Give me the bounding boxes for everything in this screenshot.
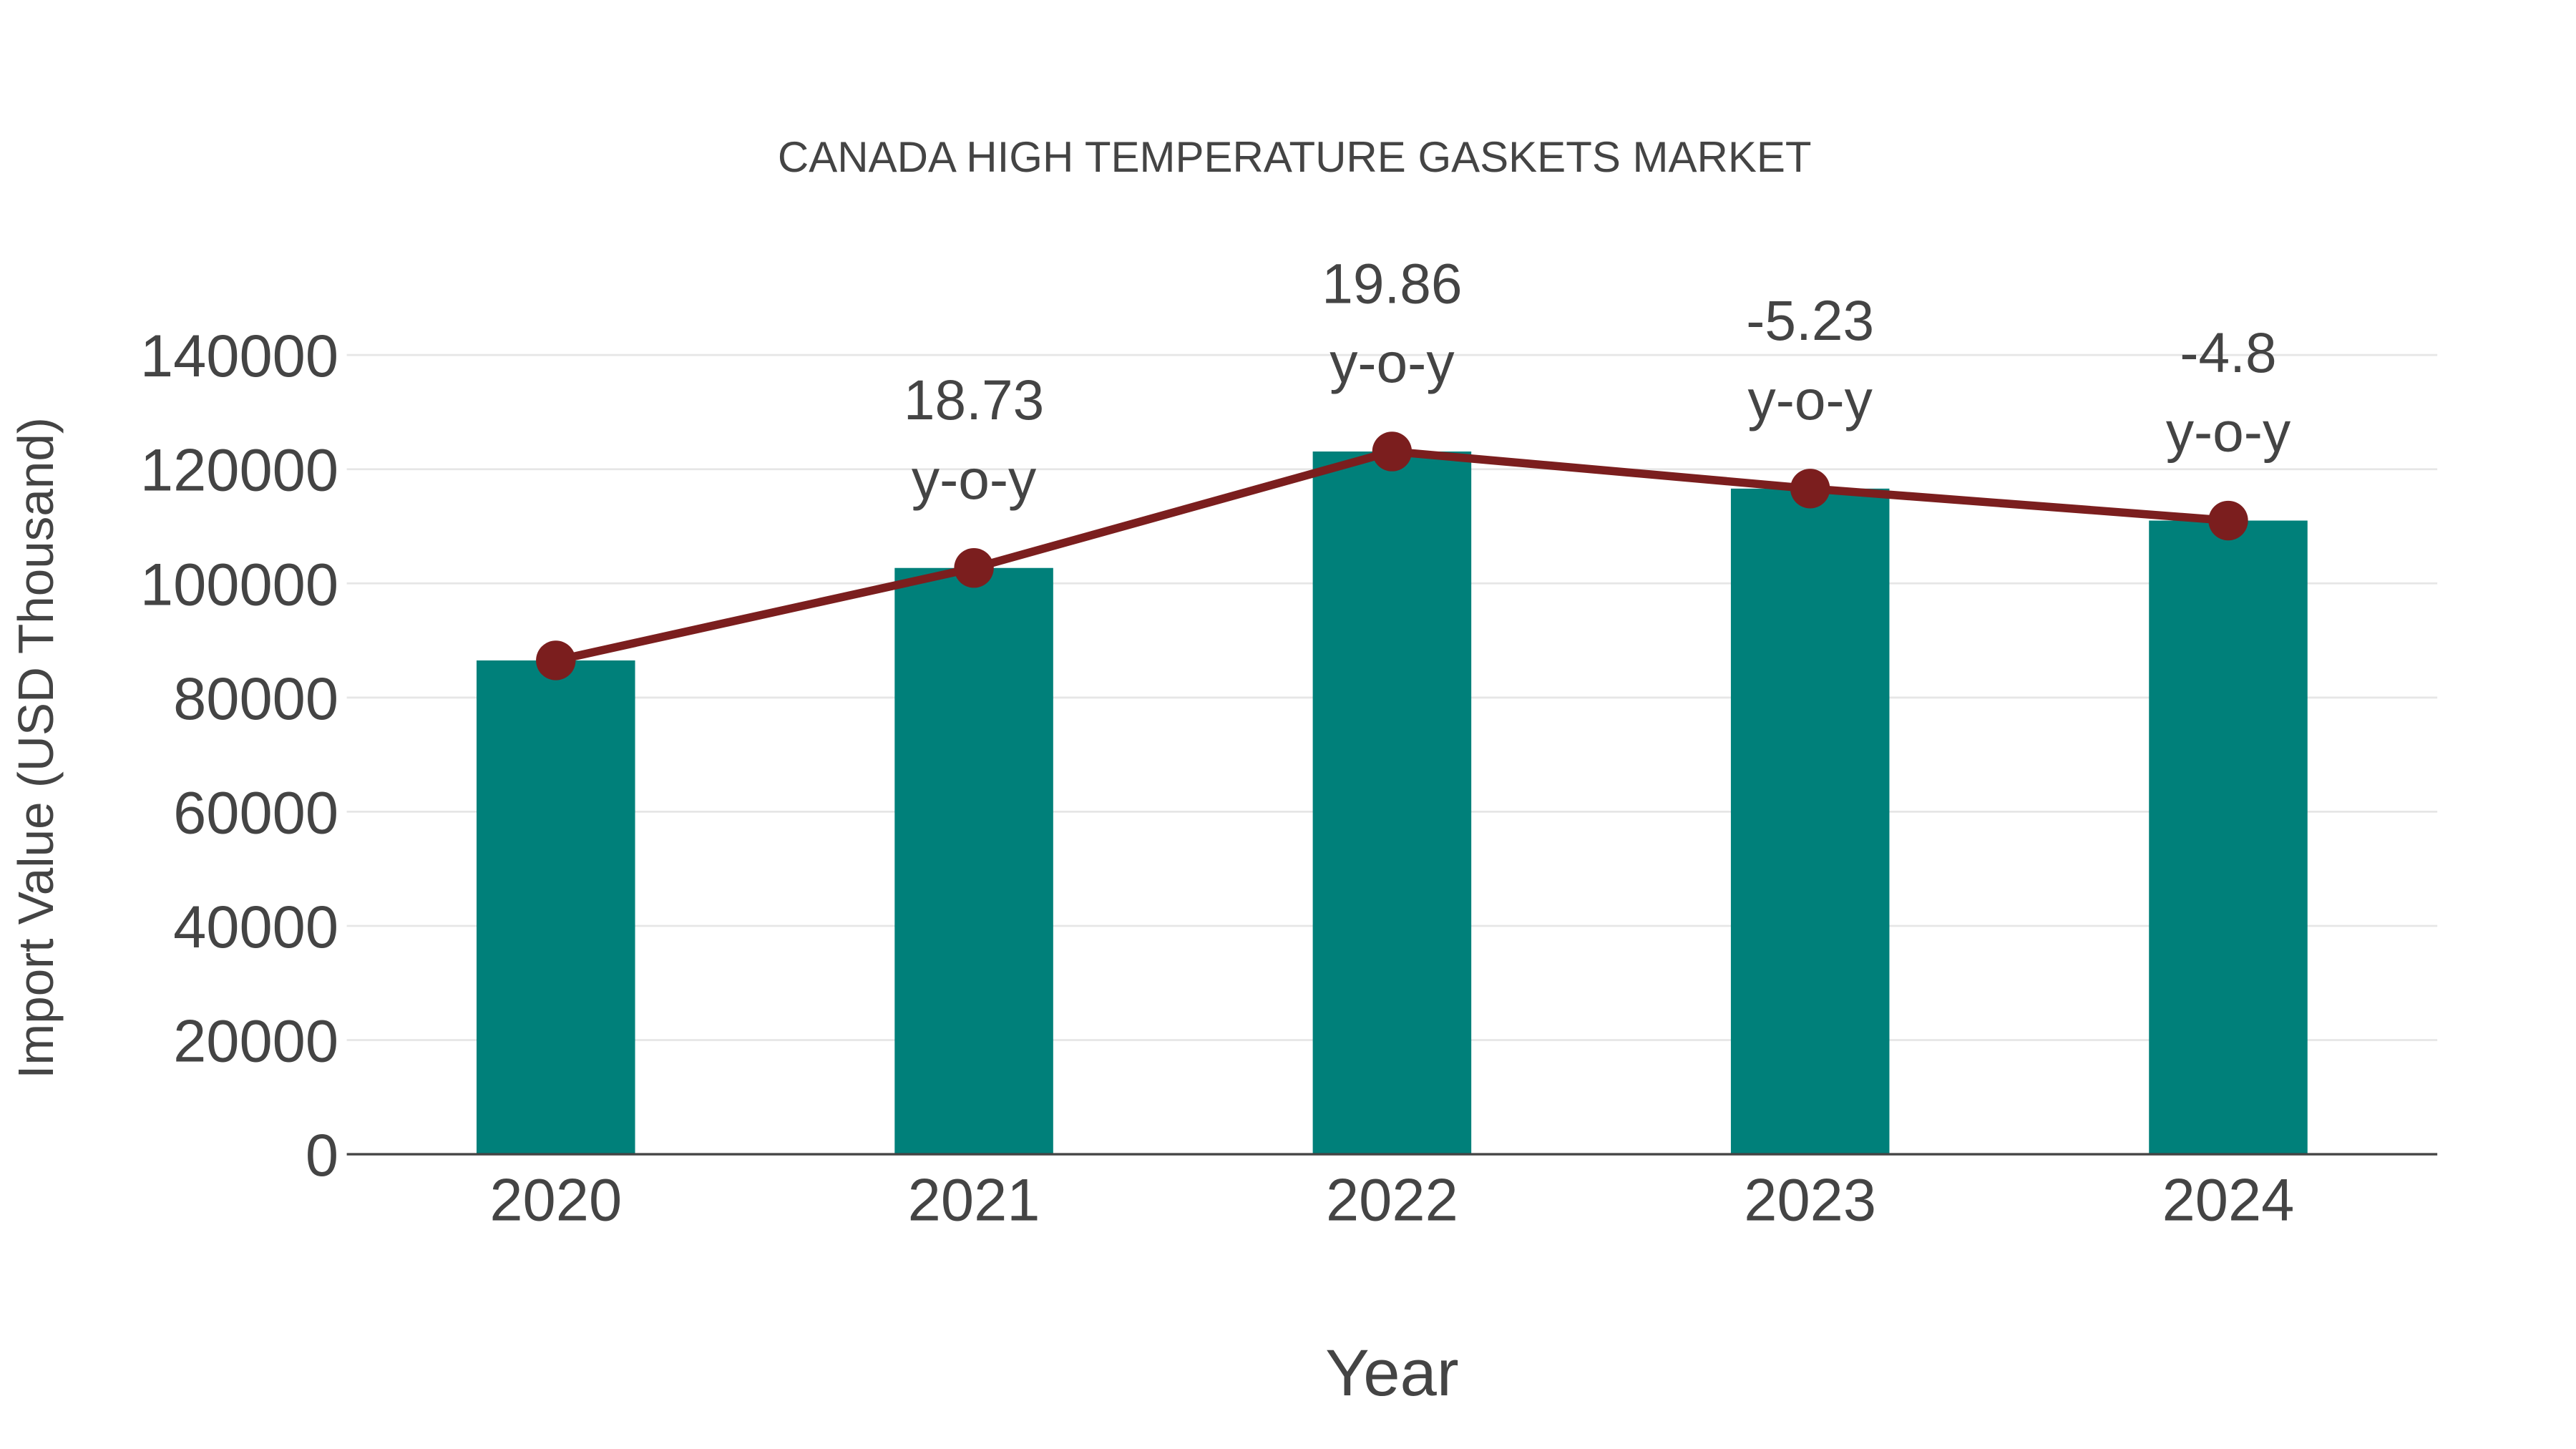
y-tick-label: 40000 (173, 894, 338, 960)
annotation-suffix: y-o-y (2166, 401, 2291, 464)
x-tick-label: 2024 (2162, 1166, 2295, 1233)
bar-2021 (894, 567, 1053, 1155)
annotation-value: -5.23 (1746, 289, 1874, 352)
y-tick-label: 140000 (140, 323, 338, 389)
trend-point-2024 (2208, 500, 2248, 541)
x-tick-label: 2021 (908, 1166, 1040, 1233)
annotation-suffix: y-o-y (1330, 331, 1455, 394)
annotation-value: 19.86 (1322, 252, 1462, 315)
bar-2024 (2149, 520, 2308, 1155)
y-tick-label: 60000 (173, 779, 338, 846)
y-tick-label: 120000 (140, 437, 338, 504)
y-axis-label: Import Value (USD Thousand) (8, 417, 64, 1079)
trend-point-2021 (954, 548, 994, 588)
y-tick-label: 80000 (173, 665, 338, 732)
bar-2020 (477, 660, 635, 1155)
trend-line (536, 431, 2248, 680)
bar-2022 (1312, 451, 1472, 1155)
annotations: 18.73 y-o-y 19.86 y-o-y -5.23 y-o-y -4.8 y-o-y (904, 252, 2291, 511)
trend-point-2022 (1372, 431, 1413, 472)
x-axis-label: Year (1325, 1335, 1458, 1410)
x-axis-ticks: 2020 2021 2022 2023 2024 (489, 1166, 2294, 1233)
y-axis-ticks: 0 20000 40000 60000 80000 100000 120000 140000 (140, 323, 338, 1189)
y-tick-label: 20000 (173, 1008, 338, 1075)
annotation-suffix: y-o-y (1748, 369, 1873, 431)
x-tick-label: 2022 (1326, 1166, 1458, 1233)
chart-title: CANADA HIGH TEMPERATURE GASKETS MARKET (778, 133, 1812, 181)
annotation-value: 18.73 (904, 369, 1044, 431)
x-tick-label: 2020 (489, 1166, 622, 1233)
x-tick-label: 2023 (1744, 1166, 1876, 1233)
bars (477, 451, 2308, 1155)
trend-point-2023 (1790, 469, 1830, 509)
annotation-suffix: y-o-y (912, 448, 1037, 511)
y-tick-label: 100000 (140, 551, 338, 618)
bar-2023 (1730, 488, 1890, 1155)
y-tick-label: 0 (306, 1122, 338, 1189)
trend-point-2020 (536, 640, 576, 680)
annotation-value: -4.8 (2180, 321, 2276, 384)
